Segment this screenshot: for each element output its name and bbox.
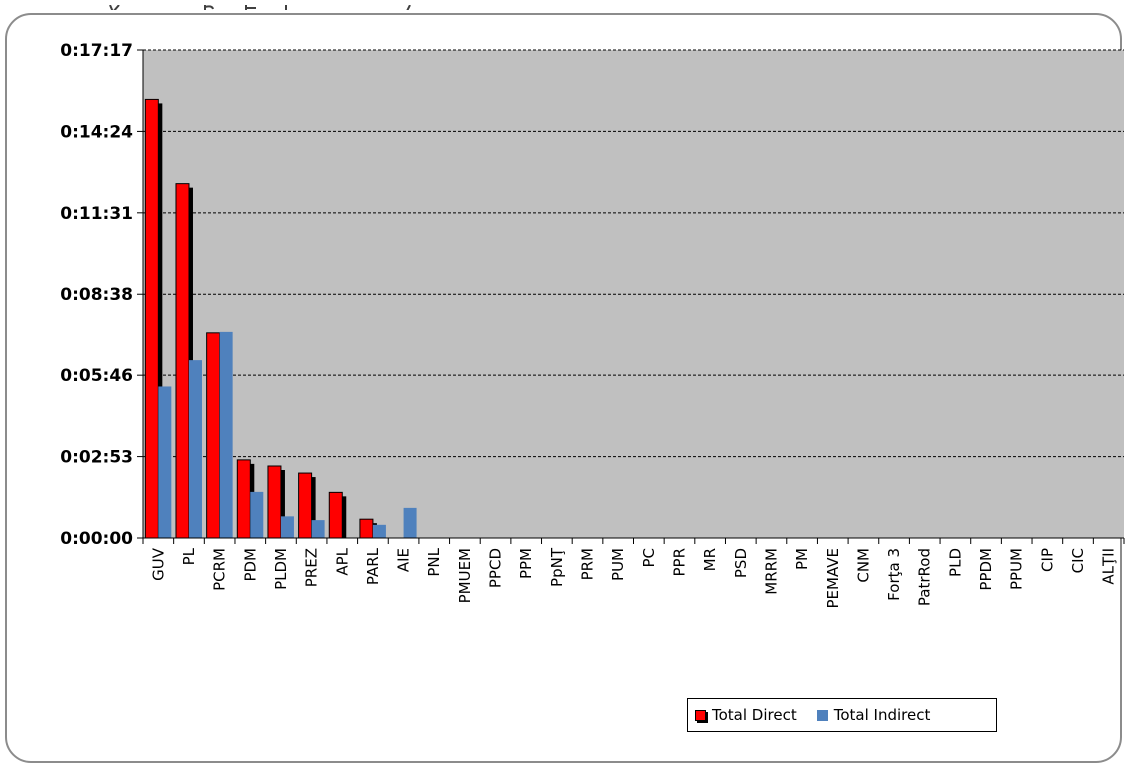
y-tick-label: 0:08:38: [60, 285, 133, 305]
legend-swatch-direct: [695, 709, 706, 721]
x-tick-label: PPR: [670, 548, 688, 577]
plot-area: [143, 49, 1124, 538]
x-tick-label: ALŢII: [1100, 548, 1118, 585]
x-tick-label: PPM: [517, 548, 535, 579]
legend-label-indirect: Total Indirect: [833, 706, 931, 724]
x-tick-label: PPCD: [487, 548, 505, 588]
bar-indirect: [311, 520, 325, 538]
y-tick-label: 0:05:46: [60, 366, 133, 386]
x-tick-label: APL: [333, 547, 351, 575]
y-tick-label: 0:02:53: [60, 448, 133, 468]
x-tick-label: PARL: [364, 547, 382, 585]
x-tick-label: PRM: [579, 548, 597, 580]
x-tick-label: PLDM: [272, 548, 290, 590]
legend-item-indirect: Total Indirect: [816, 706, 931, 724]
axes: 0:00:00 0:02:53 0:05:46 0:08:38 0:11:31 0:14:…: [60, 41, 1125, 609]
bar-direct: [298, 472, 313, 539]
x-tick-label: AIE: [395, 548, 413, 572]
bar-direct: [267, 465, 282, 539]
legend-label-direct: Total Direct: [712, 706, 797, 724]
x-tick-label: PPUM: [1008, 548, 1026, 590]
x-tick-label: MRRM: [762, 548, 780, 595]
x-tick-label: PL: [180, 547, 198, 565]
x-tick-label: PREZ: [303, 548, 321, 587]
y-tick-label: 0:00:00: [60, 529, 133, 549]
bars-layer: [144, 98, 417, 539]
bar-direct: [328, 491, 343, 539]
bar-direct: [144, 98, 159, 539]
bar-chart: 0:00:00 0:02:53 0:05:46 0:08:38 0:11:31 0:14:…: [60, 41, 1125, 609]
y-tick-label: 0:17:17: [60, 41, 133, 61]
x-tick-label: PNL: [425, 547, 443, 576]
y-tick-label: 0:11:31: [60, 204, 133, 224]
x-tick-label: PEMAVE: [824, 548, 842, 609]
x-tick-label: PPDM: [977, 548, 995, 591]
x-tick-label: CIP: [1038, 548, 1056, 572]
bar-indirect: [250, 491, 264, 538]
bar-direct: [206, 332, 221, 539]
x-tick-label: CIC: [1069, 548, 1087, 573]
bar-indirect: [280, 516, 294, 538]
x-tick-label: CNM: [854, 548, 872, 583]
x-tick-label: PLD: [946, 548, 964, 577]
bar-indirect: [372, 524, 386, 538]
x-tick-label: PpNŢ: [548, 547, 566, 587]
bar-direct: [236, 459, 251, 539]
x-tick-label: PSD: [732, 548, 750, 578]
bar-direct: [175, 183, 190, 539]
legend-swatch-indirect: [816, 709, 828, 721]
bar-indirect: [219, 331, 233, 538]
x-tick-label: PM: [793, 548, 811, 570]
bar-indirect: [158, 386, 172, 538]
x-tick-label: Forţa 3: [885, 548, 903, 601]
cropped-heading-strokes: [109, 4, 411, 10]
x-tick-label: PDM: [241, 548, 259, 582]
x-tick-label: PatrRod: [916, 548, 934, 606]
bar-direct: [359, 518, 374, 539]
y-tick-label: 0:14:24: [60, 122, 133, 142]
cropped-heading-fragment: [0, 0, 1128, 10]
x-tick-label: MR: [701, 548, 719, 571]
bar-indirect: [188, 360, 202, 538]
legend: Total Direct Total Indirect: [687, 698, 997, 732]
x-tick-label: PC: [640, 548, 658, 568]
x-tick-label: PCRM: [211, 548, 229, 591]
x-tick-label: PUM: [609, 548, 627, 581]
legend-item-direct: Total Direct: [695, 706, 797, 724]
bar-indirect: [403, 507, 417, 538]
x-tick-label: PMUEM: [456, 548, 474, 603]
x-tick-label: GUV: [149, 547, 167, 581]
